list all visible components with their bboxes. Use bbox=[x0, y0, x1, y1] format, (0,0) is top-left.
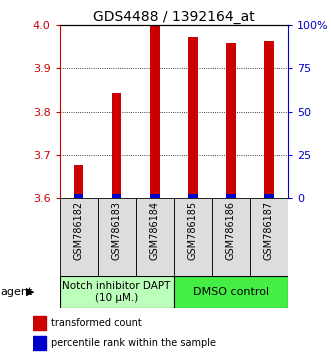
Bar bbox=[226, 194, 236, 198]
Text: ▶: ▶ bbox=[26, 287, 34, 297]
Text: GSM786186: GSM786186 bbox=[226, 201, 236, 260]
Text: GSM786183: GSM786183 bbox=[112, 201, 122, 260]
Bar bbox=[60, 198, 98, 276]
Text: DMSO control: DMSO control bbox=[193, 287, 269, 297]
Bar bbox=[264, 194, 274, 198]
Bar bbox=[112, 93, 121, 198]
Bar bbox=[33, 336, 46, 350]
Bar bbox=[188, 38, 198, 198]
Bar bbox=[136, 198, 174, 276]
Text: GSM786182: GSM786182 bbox=[73, 201, 84, 261]
Title: GDS4488 / 1392164_at: GDS4488 / 1392164_at bbox=[93, 10, 255, 24]
Bar bbox=[264, 41, 274, 198]
Text: percentile rank within the sample: percentile rank within the sample bbox=[51, 338, 215, 348]
Bar bbox=[60, 276, 174, 308]
Bar bbox=[33, 316, 46, 330]
Bar bbox=[174, 276, 288, 308]
Text: GSM786184: GSM786184 bbox=[150, 201, 160, 260]
Bar bbox=[174, 198, 212, 276]
Text: GSM786185: GSM786185 bbox=[188, 201, 198, 261]
Bar bbox=[188, 194, 198, 198]
Bar bbox=[150, 194, 160, 198]
Bar bbox=[74, 194, 83, 198]
Bar bbox=[112, 194, 121, 198]
Bar bbox=[74, 165, 83, 198]
Bar bbox=[212, 198, 250, 276]
Bar bbox=[98, 198, 136, 276]
Bar bbox=[226, 44, 236, 198]
Bar bbox=[250, 198, 288, 276]
Bar bbox=[150, 25, 160, 198]
Text: transformed count: transformed count bbox=[51, 318, 141, 328]
Text: GSM786187: GSM786187 bbox=[264, 201, 274, 261]
Text: agent: agent bbox=[0, 287, 33, 297]
Text: Notch inhibitor DAPT
(10 μM.): Notch inhibitor DAPT (10 μM.) bbox=[63, 281, 171, 303]
